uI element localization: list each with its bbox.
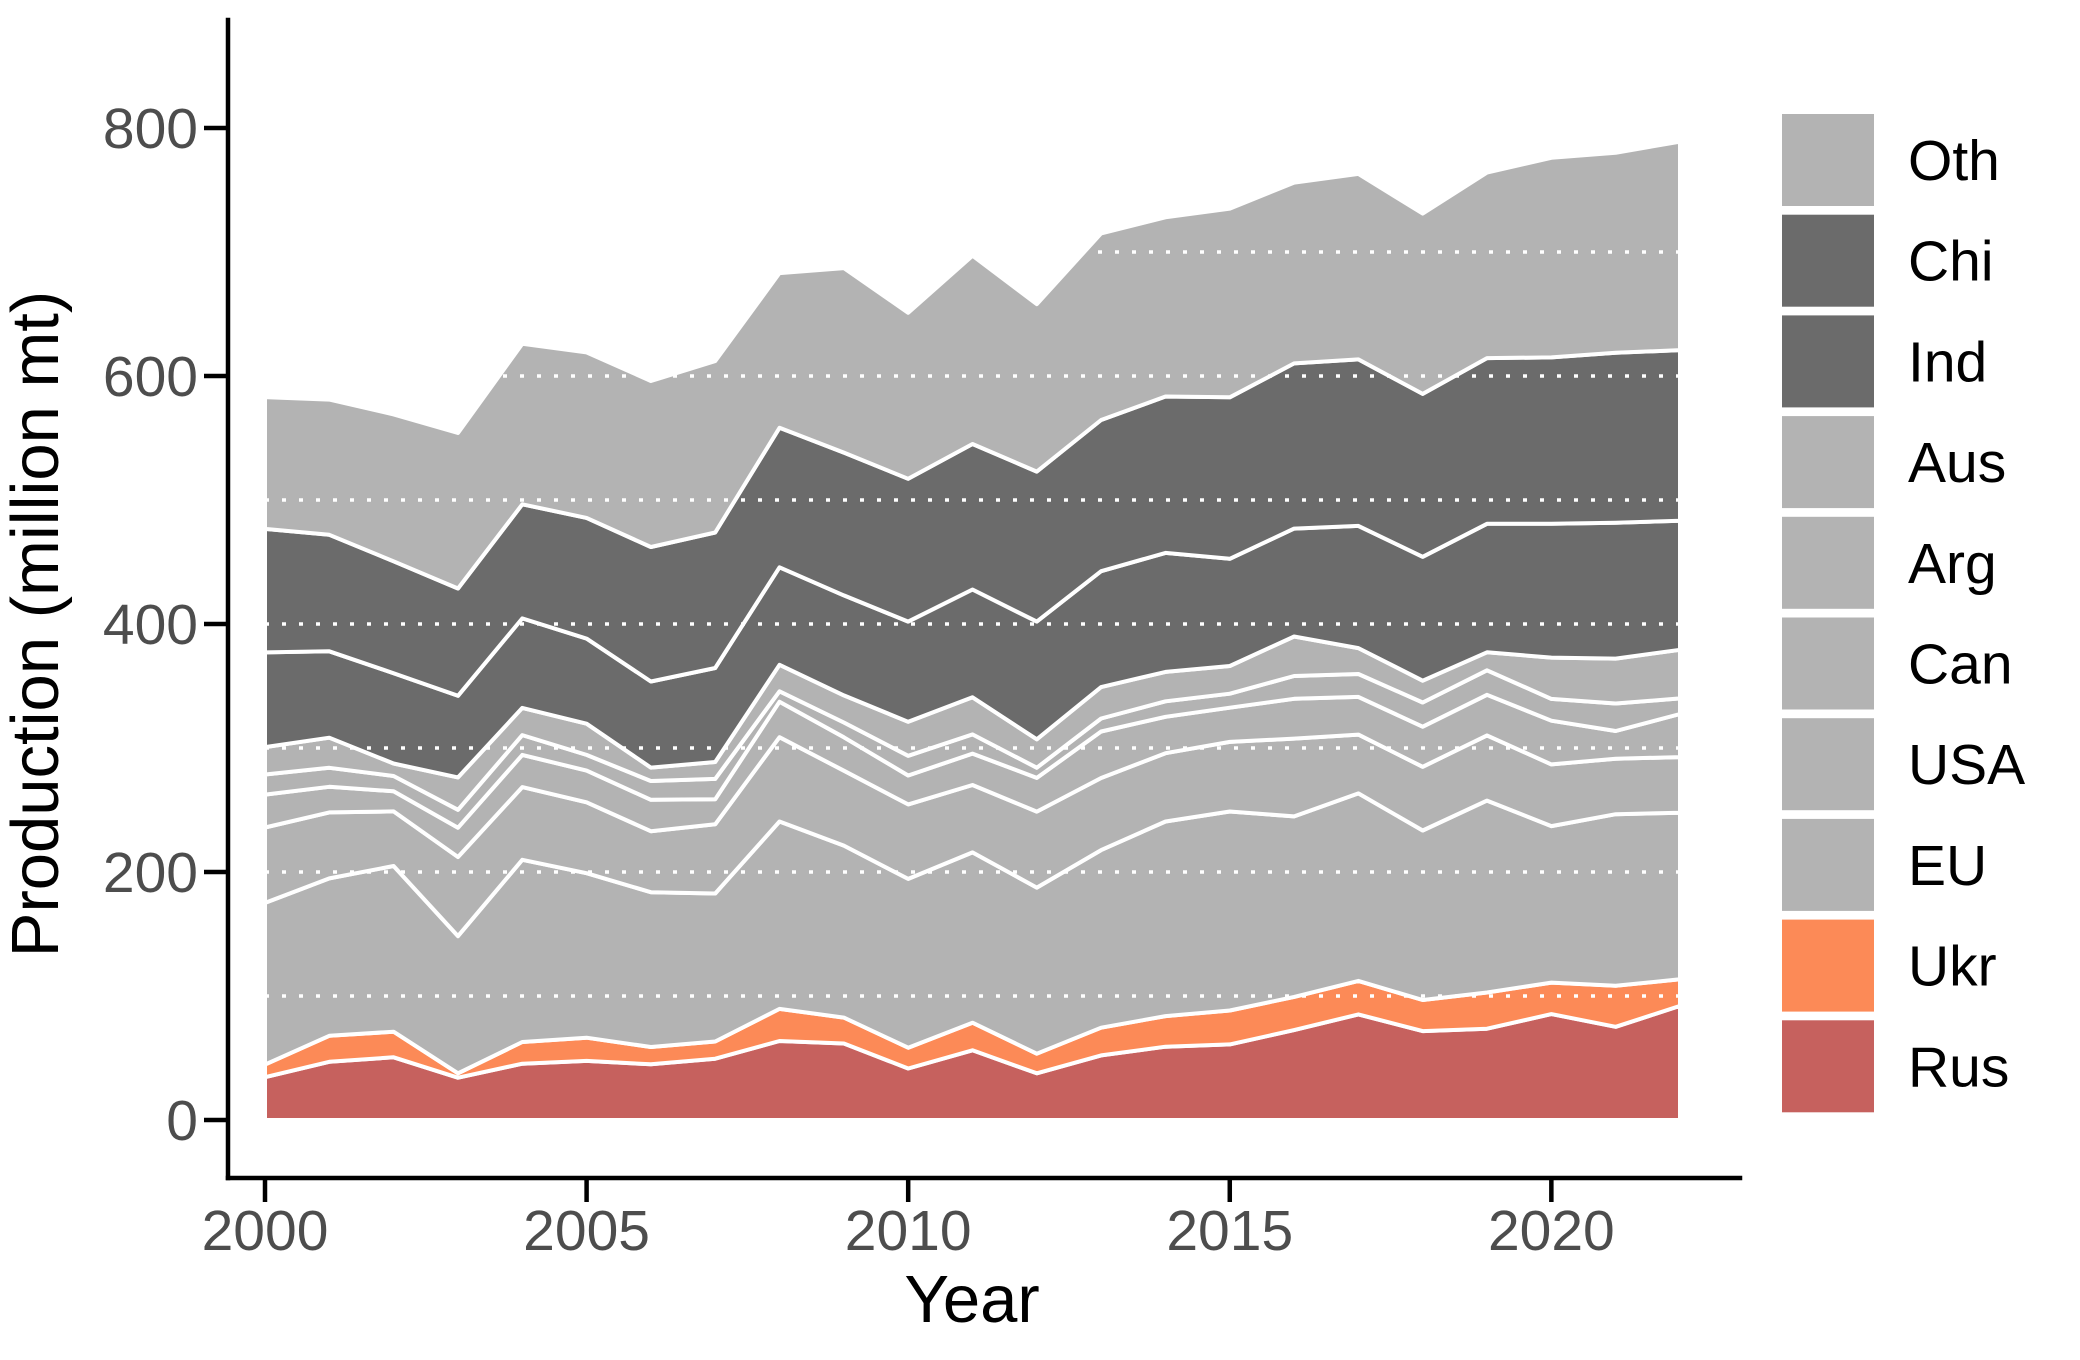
- y-tick-label-400: 400: [103, 593, 198, 657]
- x-tick-label-2020: 2020: [1488, 1199, 1615, 1263]
- legend-key-ukr: [1782, 919, 1874, 1012]
- x-tick-label-2010: 2010: [845, 1199, 972, 1263]
- legend-key-chi: [1782, 214, 1874, 307]
- y-tick-label-200: 200: [103, 841, 198, 905]
- legend-label-chi: Chi: [1908, 230, 1994, 294]
- legend-label-aus: Aus: [1908, 431, 2006, 495]
- legend-key-aus: [1782, 416, 1874, 509]
- legend-label-arg: Arg: [1908, 532, 1997, 596]
- y-tick-label-800: 800: [103, 97, 198, 161]
- legend-key-can: [1782, 617, 1874, 710]
- legend-label-rus: Rus: [1908, 1035, 2009, 1099]
- legend-label-ind: Ind: [1908, 330, 1987, 394]
- x-tick-label-2000: 2000: [202, 1199, 329, 1263]
- legend-key-arg: [1782, 516, 1874, 609]
- area-layers: [263, 139, 1682, 1122]
- x-tick-label-2015: 2015: [1166, 1199, 1293, 1263]
- y-tick-label-600: 600: [103, 345, 198, 409]
- y-tick-label-0: 0: [166, 1089, 198, 1153]
- legend-key-usa: [1782, 718, 1874, 811]
- x-axis-title: Year: [904, 1262, 1039, 1337]
- legend: Oth Chi Ind Aus Arg Can USA EU Ukr Rus: [1782, 114, 2025, 1113]
- legend-key-oth: [1782, 114, 1874, 206]
- x-axis-ticks: 2000 2005 2010 2015 2020: [202, 1180, 1615, 1263]
- legend-label-oth: Oth: [1908, 129, 2000, 193]
- legend-key-eu: [1782, 818, 1874, 911]
- legend-label-can: Can: [1908, 632, 2013, 696]
- area-band-oth: [263, 139, 1682, 591]
- legend-key-rus: [1782, 1020, 1874, 1113]
- legend-key-ind: [1782, 315, 1874, 408]
- legend-label-eu: EU: [1908, 834, 1987, 898]
- y-axis-ticks: 0 200 400 600 800: [103, 97, 226, 1153]
- x-tick-label-2005: 2005: [523, 1199, 650, 1263]
- legend-label-ukr: Ukr: [1908, 935, 1997, 999]
- legend-label-usa: USA: [1908, 733, 2025, 797]
- y-axis-title: Production (million mt): [0, 291, 73, 957]
